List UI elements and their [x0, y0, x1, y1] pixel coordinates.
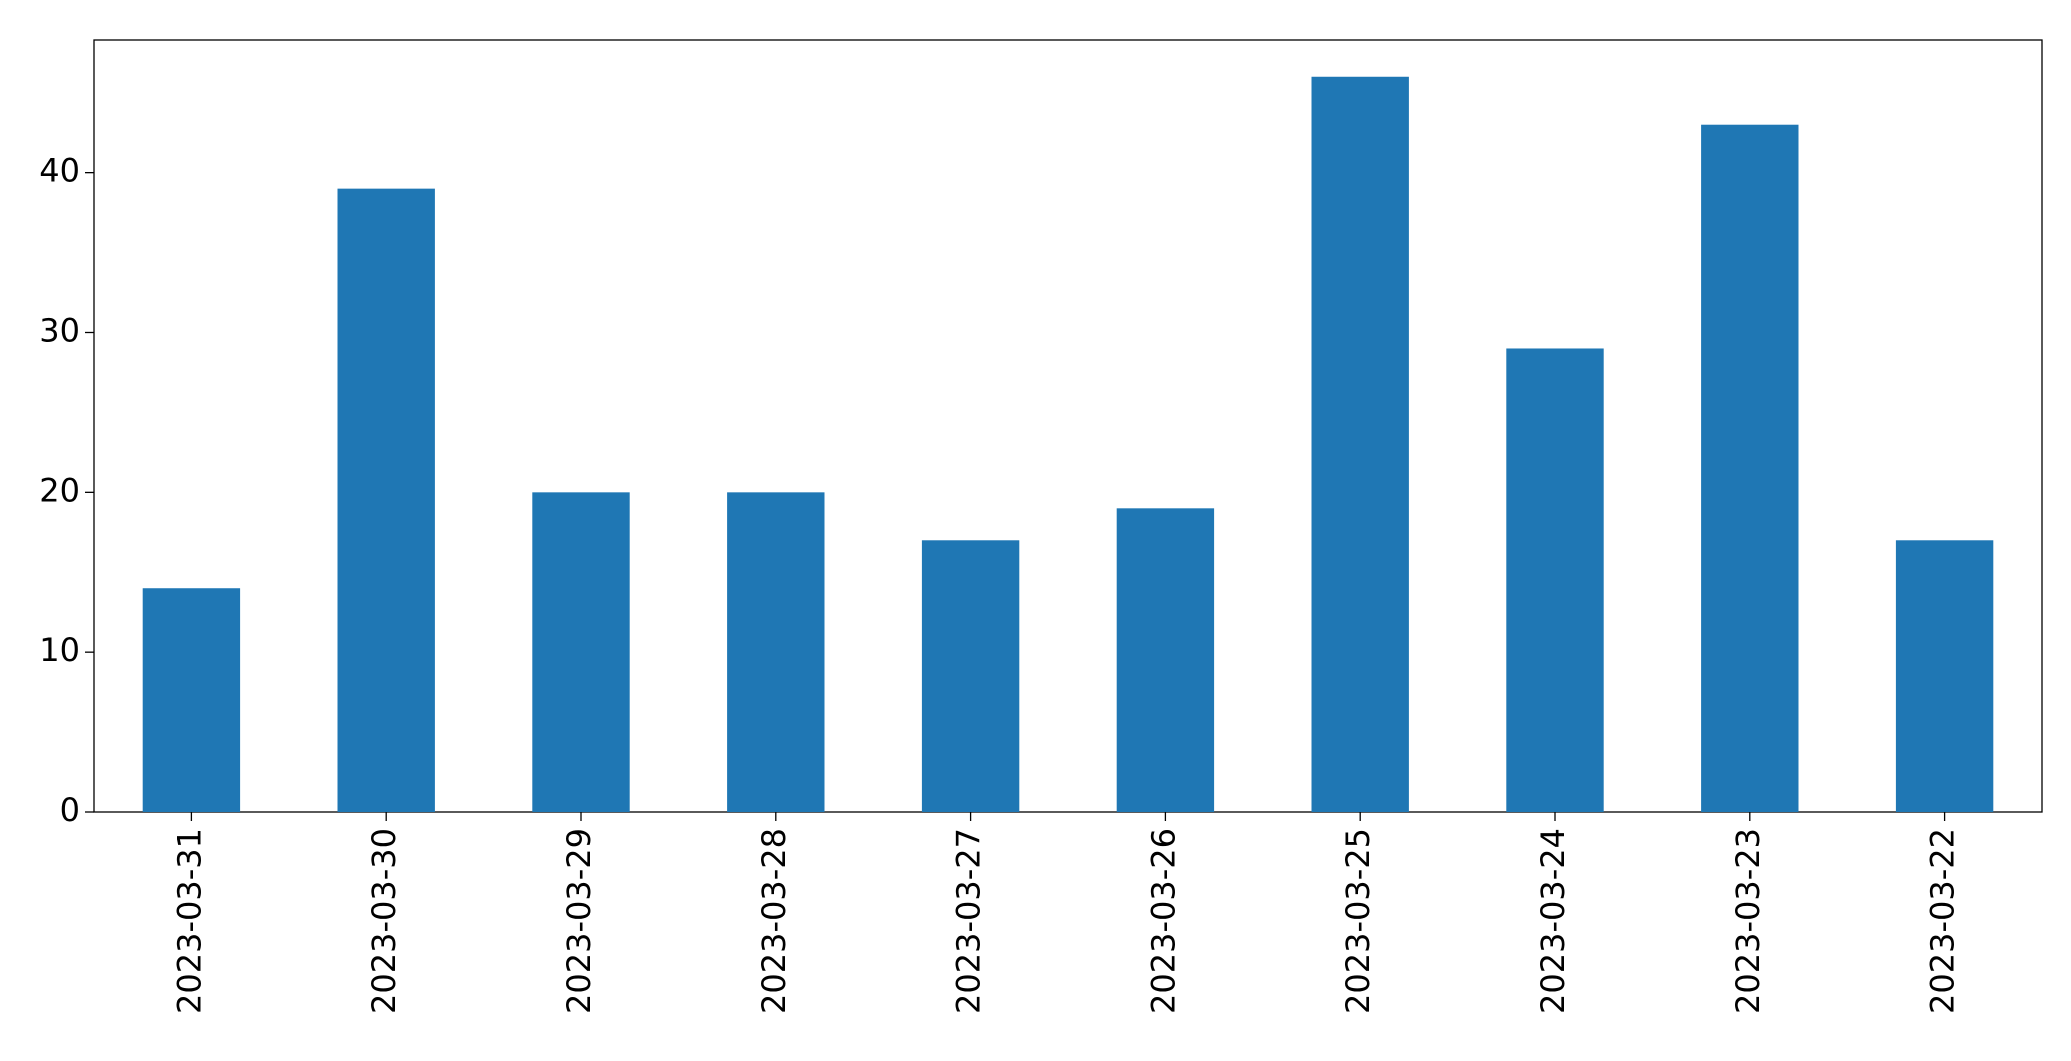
bar — [142, 588, 241, 812]
x-tick-label: 2023-03-24 — [1534, 828, 1572, 1014]
x-tick-label: 2023-03-31 — [170, 828, 208, 1014]
x-tick-label: 2023-03-23 — [1729, 828, 1767, 1014]
y-tick-label: 0 — [60, 791, 80, 829]
bar — [1895, 540, 1994, 812]
y-tick-label: 10 — [39, 631, 80, 669]
bar — [921, 540, 1020, 812]
bar — [727, 492, 825, 812]
y-tick-label: 30 — [39, 311, 80, 349]
x-tick-label: 2023-03-22 — [1924, 828, 1962, 1014]
y-tick-label: 40 — [39, 152, 80, 190]
bar — [1116, 508, 1215, 812]
plot-frame — [93, 39, 2043, 813]
x-tick-label: 2023-03-25 — [1339, 828, 1377, 1014]
bar — [337, 188, 435, 812]
x-tick-label: 2023-03-28 — [755, 828, 793, 1014]
bar — [1311, 76, 1409, 812]
x-tick-label: 2023-03-27 — [950, 828, 988, 1014]
bar — [532, 492, 630, 812]
bar — [1506, 348, 1604, 812]
y-tick-label: 20 — [39, 471, 80, 509]
x-tick-label: 2023-03-26 — [1144, 828, 1182, 1014]
bar — [1701, 124, 1799, 812]
x-tick-label: 2023-03-30 — [365, 828, 403, 1014]
x-tick-label: 2023-03-29 — [560, 828, 598, 1014]
